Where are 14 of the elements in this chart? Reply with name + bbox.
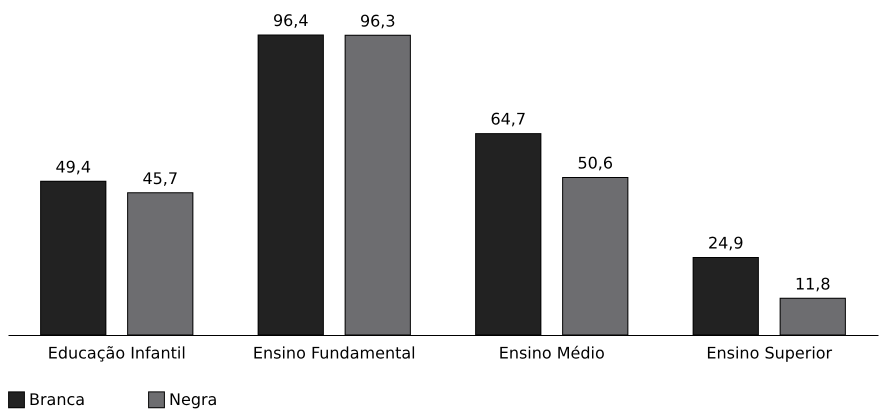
legend-label: Negra — [169, 390, 218, 409]
data-label: 50,6 — [577, 154, 614, 173]
data-label: 96,3 — [360, 11, 396, 30]
x-tick-label: Ensino Superior — [706, 344, 833, 362]
data-label: 24,9 — [708, 234, 744, 253]
data-label: 45,7 — [142, 168, 178, 188]
data-label: 11,8 — [794, 274, 831, 294]
data-label: 49,4 — [55, 157, 92, 176]
x-tick-label: Ensino Médio — [498, 344, 605, 362]
x-tick-label: Educação Infantil — [48, 344, 186, 362]
data-label: 96,4 — [272, 11, 309, 30]
data-label: 64,7 — [490, 110, 526, 129]
legend-label: Branca — [29, 390, 86, 409]
x-tick-label: Ensino Fundamental — [252, 344, 416, 362]
